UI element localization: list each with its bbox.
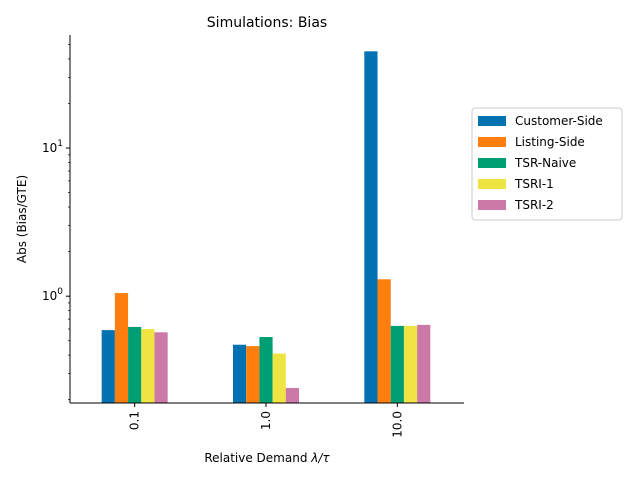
legend-swatch bbox=[478, 158, 506, 168]
bar-tsri-1-1-0 bbox=[272, 353, 286, 403]
legend-swatch bbox=[478, 179, 506, 189]
legend-swatch bbox=[478, 200, 506, 210]
legend-label: TSRI-2 bbox=[514, 198, 554, 212]
legend-swatch bbox=[478, 116, 506, 126]
y-tick-label: 100 bbox=[42, 287, 63, 303]
bar-tsr-naive-1-0 bbox=[259, 337, 273, 403]
legend-swatch bbox=[478, 137, 506, 147]
bar-tsri-2-0-1 bbox=[154, 332, 168, 403]
bar-tsr-naive-10-0 bbox=[390, 325, 404, 403]
legend-frame bbox=[471, 107, 623, 221]
bar-listing-side-1-0 bbox=[246, 346, 260, 403]
y-axis-label: Abs (Bias/GTE) bbox=[15, 175, 29, 263]
x-tick-label: 0.1 bbox=[128, 411, 142, 430]
y-tick-label-exponent: 0 bbox=[57, 287, 63, 297]
y-tick-label-base: 10 bbox=[42, 289, 57, 303]
y-tick-label: 101 bbox=[42, 139, 63, 155]
bar-tsri-1-0-1 bbox=[141, 329, 155, 403]
bar-tsri-2-1-0 bbox=[285, 387, 299, 403]
bar-tsri-2-10-0 bbox=[417, 324, 431, 403]
x-axis-label-math: λ/τ bbox=[310, 451, 330, 465]
x-tick-label: 10.0 bbox=[390, 411, 404, 438]
y-tick-label-exponent: 1 bbox=[57, 139, 63, 149]
legend: Customer-Side Listing-Side TSR-Naive TSRI-1… bbox=[471, 107, 623, 221]
bar-tsri-1-10-0 bbox=[403, 325, 418, 403]
bars-group bbox=[101, 51, 431, 403]
bar-customer-side-1-0 bbox=[233, 344, 247, 403]
legend-label: TSRI-1 bbox=[514, 177, 554, 191]
legend-label: Customer-Side bbox=[515, 114, 603, 128]
bar-customer-side-10-0 bbox=[364, 51, 378, 403]
bar-customer-side-0-1 bbox=[101, 330, 115, 403]
x-axis-label: Relative Demand λ/τ bbox=[204, 451, 330, 465]
x-ticks-group: 0.1 1.0 10.0 bbox=[128, 403, 404, 438]
x-tick-label: 1.0 bbox=[259, 411, 273, 430]
chart-title: Simulations: Bias bbox=[207, 15, 327, 31]
bar-listing-side-0-1 bbox=[114, 293, 129, 403]
y-tick-label-base: 10 bbox=[42, 141, 57, 155]
x-axis-label-prefix: Relative Demand bbox=[204, 451, 311, 465]
bar-listing-side-10-0 bbox=[377, 279, 391, 403]
bar-tsr-naive-0-1 bbox=[128, 326, 142, 403]
legend-label: TSR-Naive bbox=[514, 156, 576, 170]
legend-label: Listing-Side bbox=[515, 135, 585, 149]
